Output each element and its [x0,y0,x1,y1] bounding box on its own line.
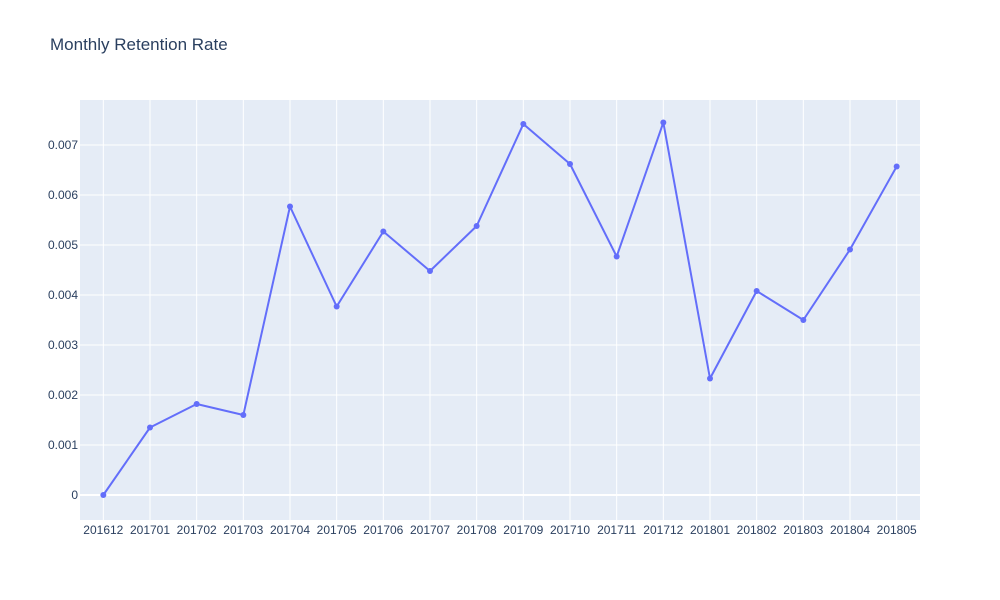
series-line [102,121,898,496]
y-tick-label: 0.005 [48,238,78,252]
x-tick-label: 201704 [270,523,310,537]
data-point[interactable] [240,412,247,418]
chart-title: Monthly Retention Rate [50,35,228,54]
x-tick-label: 201805 [877,523,917,537]
x-tick-label: 201710 [550,523,590,537]
x-tick-label: 201702 [177,523,217,537]
x-axis-ticks: 201612 201701 201702 201703 201704 201705 2017… [83,523,917,537]
x-tick-label: 201701 [130,523,170,537]
x-tick-label: 201711 [597,523,636,537]
data-point[interactable] [707,375,713,382]
y-tick-label: 0 [71,488,78,502]
x-tick-label: 201802 [737,523,777,537]
data-point[interactable] [613,253,620,260]
data-point[interactable] [333,303,340,310]
x-tick-label: 201709 [503,523,543,537]
data-point[interactable] [193,401,200,407]
x-tick-label: 201612 [83,523,123,537]
data-point[interactable] [473,223,480,229]
x-tick-label: 201705 [317,523,357,537]
x-tick-label: 201706 [363,523,403,537]
data-point[interactable] [567,161,573,167]
x-tick-label: 201801 [690,523,730,537]
y-tick-label: 0.007 [48,138,78,152]
x-tick-label: 201703 [223,523,263,537]
x-tick-label: 201708 [457,523,497,537]
data-point[interactable] [427,268,433,274]
data-point[interactable] [380,228,387,235]
x-tick-label: 201804 [830,523,870,537]
x-tick-label: 201803 [783,523,823,537]
x-tick-label: 201712 [643,523,683,537]
y-tick-label: 0.001 [48,438,78,452]
data-point[interactable] [660,119,667,126]
plot-area [80,100,920,520]
y-gridlines [80,144,920,496]
data-point[interactable] [147,424,153,431]
y-tick-label: 0.006 [48,188,78,202]
data-point[interactable] [847,246,853,253]
series-group [100,119,900,498]
data-point[interactable] [100,492,107,498]
data-point[interactable] [893,163,900,170]
x-gridlines [102,100,898,520]
y-tick-label: 0.004 [48,288,78,302]
y-tick-label: 0.003 [48,338,78,352]
data-point[interactable] [753,288,760,294]
y-tick-label: 0.002 [48,388,78,402]
data-point[interactable] [800,317,807,323]
x-tick-label: 201707 [410,523,450,537]
data-point[interactable] [287,203,293,210]
data-point[interactable] [520,121,527,127]
y-axis-ticks: 0 0.001 0.002 0.003 0.004 0.005 0.006 0.007 [48,138,78,502]
